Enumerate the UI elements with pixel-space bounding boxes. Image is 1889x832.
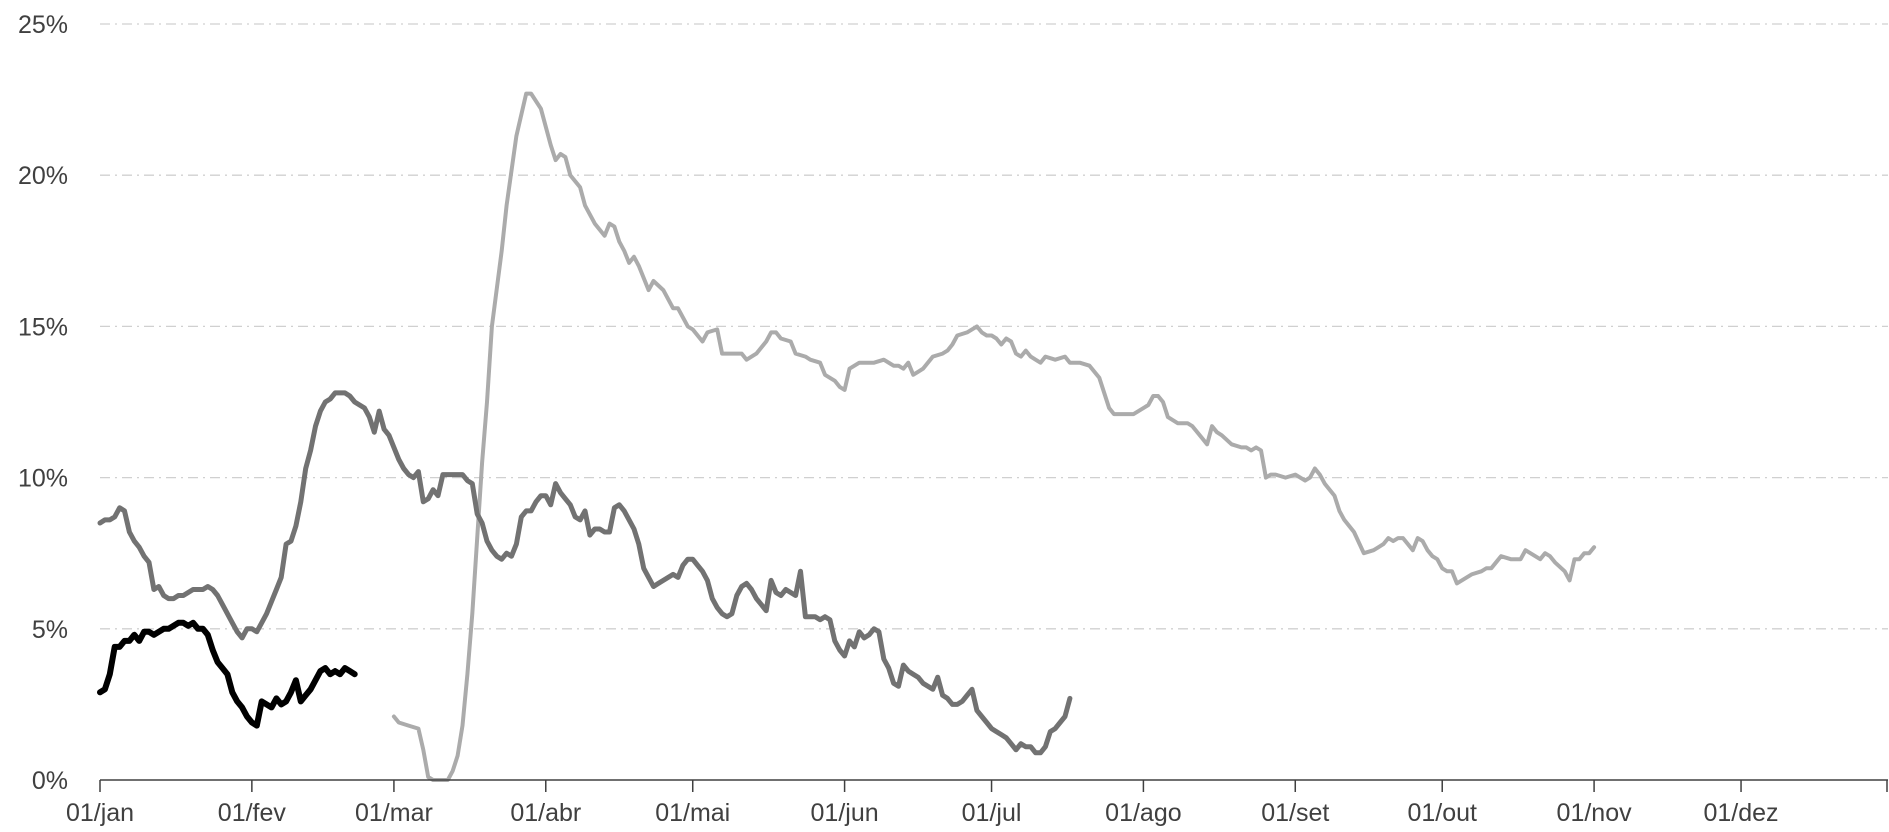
x-axis: 01/jan 01/fev 01/mar 01/abr 01/mai 01/jun 01/j… [66, 779, 1888, 827]
x-tick-label-10: 01/nov [1557, 799, 1633, 827]
series-line-1 [391, 91, 1597, 782]
x-tick-label-7: 01/ago [1105, 799, 1181, 827]
series-line-2 [97, 390, 1073, 756]
y-tick-label-1: 5% [32, 616, 68, 644]
x-tick-label-1: 01/fev [218, 799, 287, 827]
y-axis: 0% 5% 10% 15% 20% 25% [18, 11, 68, 795]
x-tick-label-8: 01/set [1261, 799, 1329, 827]
x-tick-label-11: 01/dez [1704, 799, 1779, 827]
x-tick-label-0: 01/jan [66, 799, 134, 827]
x-tick-label-9: 01/out [1407, 799, 1477, 827]
x-tick-label-5: 01/jun [811, 799, 879, 827]
x-tick-label-2: 01/mar [355, 799, 433, 827]
y-tick-label-2: 10% [18, 465, 68, 493]
y-tick-label-3: 15% [18, 313, 68, 341]
y-tick-label-0: 0% [32, 767, 68, 795]
y-tick-label-5: 25% [18, 11, 68, 39]
gridlines [100, 23, 1888, 630]
series-line-3 [97, 619, 358, 729]
x-tick-label-6: 01/jul [962, 799, 1022, 827]
y-tick-label-4: 20% [18, 162, 68, 190]
series-group [97, 91, 1597, 782]
x-tick-label-3: 01/abr [510, 799, 581, 827]
x-tick-label-4: 01/mai [655, 799, 730, 827]
